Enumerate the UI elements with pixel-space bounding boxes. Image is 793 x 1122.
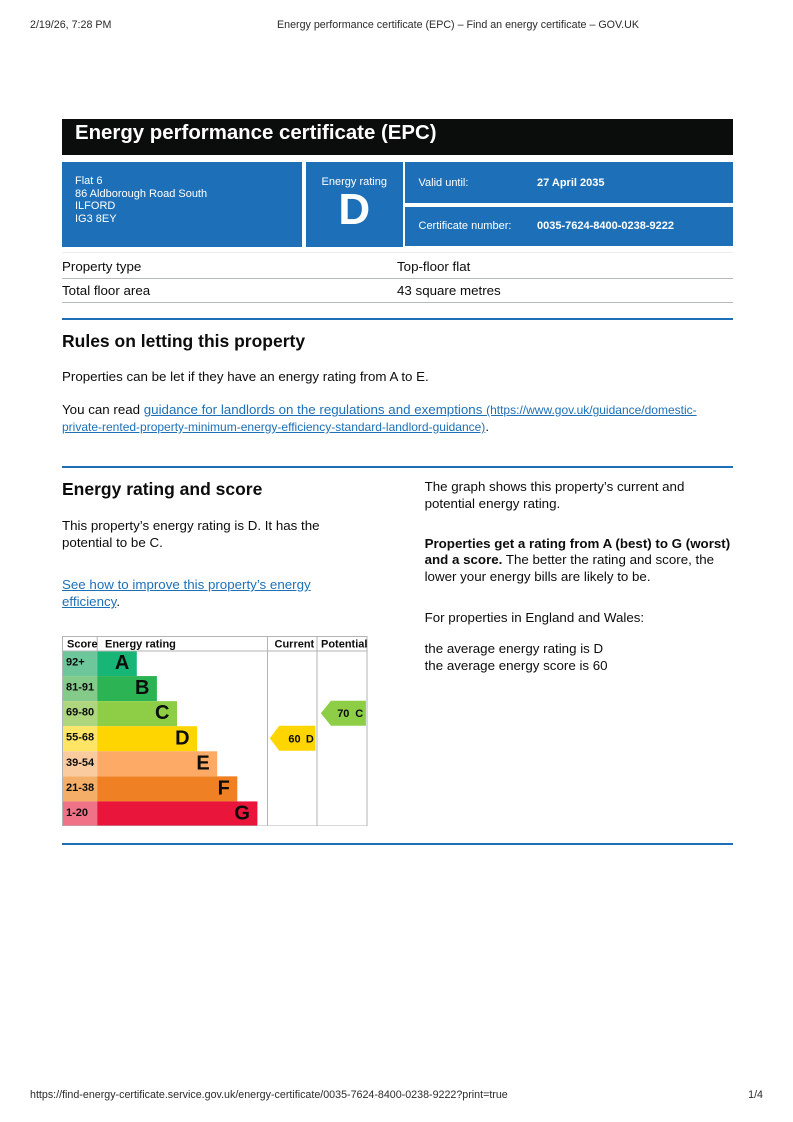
svg-text:92+: 92+ [66,656,85,668]
svg-text:70: 70 [337,708,349,720]
svg-text:G: G [234,802,250,824]
svg-text:81-91: 81-91 [66,681,94,693]
svg-text:Score: Score [67,638,98,650]
svg-text:69-80: 69-80 [66,706,94,718]
svg-text:21-38: 21-38 [66,781,94,793]
svg-text:1-20: 1-20 [66,806,88,818]
svg-text:Energy rating: Energy rating [105,638,176,650]
svg-text:60: 60 [288,733,300,745]
svg-text:C: C [155,702,169,724]
svg-text:D: D [175,727,189,749]
svg-text:55-68: 55-68 [66,731,94,743]
svg-text:Current: Current [275,638,315,650]
svg-text:C: C [355,708,363,720]
svg-text:Potential: Potential [321,638,367,650]
svg-text:39-54: 39-54 [66,756,95,768]
svg-text:F: F [218,777,230,799]
svg-text:A: A [115,652,129,674]
svg-text:E: E [196,752,209,774]
svg-text:B: B [135,677,149,699]
svg-text:D: D [306,733,314,745]
